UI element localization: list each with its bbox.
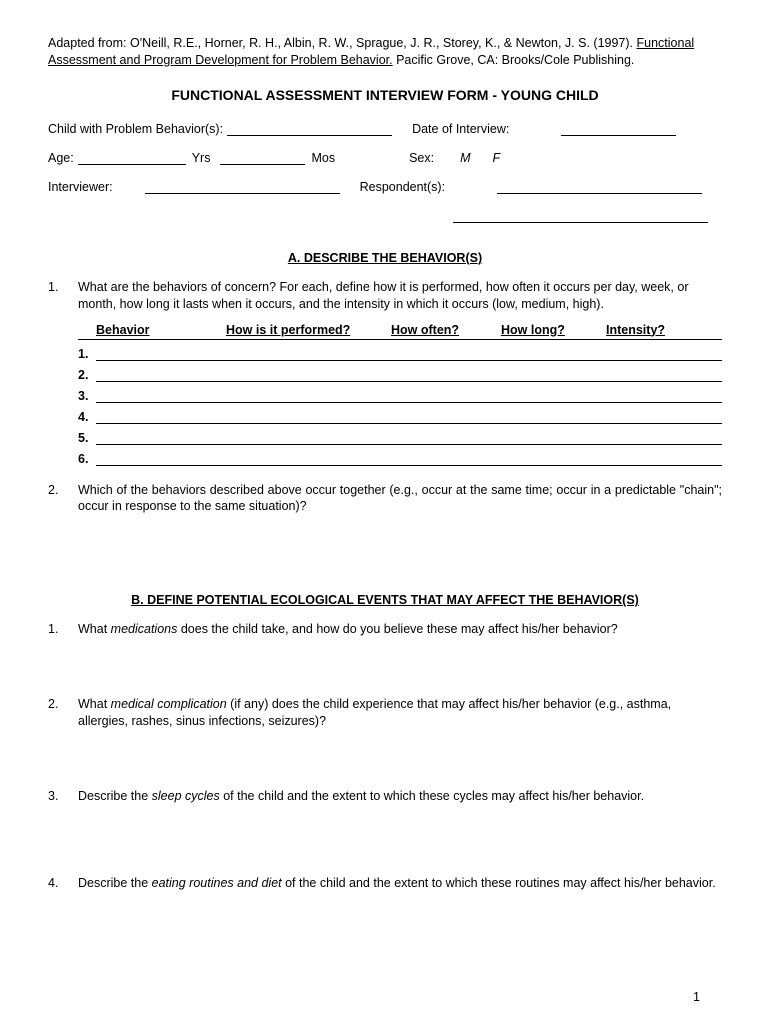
row-interviewer-respondent: Interviewer: Respondent(s): [48, 179, 722, 194]
child-label: Child with Problem Behavior(s): [48, 122, 223, 136]
q-post: of the child and the extent to which the… [220, 789, 644, 803]
q-pre: Describe the [78, 789, 152, 803]
behavior-table: Behavior How is it performed? How often?… [78, 323, 722, 466]
q-num: 2. [48, 696, 78, 730]
q-num: 3. [48, 788, 78, 805]
q-num: 1. [48, 621, 78, 638]
interviewer-input-line[interactable] [145, 179, 340, 194]
q-text: What medications does the child take, an… [78, 621, 722, 638]
section-b-q1: 1. What medications does the child take,… [48, 621, 722, 638]
section-a-q2: 2. Which of the behaviors described abov… [48, 482, 722, 516]
row-input-line[interactable] [96, 409, 722, 424]
table-row: 6. [78, 451, 722, 466]
table-row: 1. [78, 346, 722, 361]
row-input-line[interactable] [96, 346, 722, 361]
section-a-heading: A. DESCRIBE THE BEHAVIOR(S) [48, 251, 722, 265]
q-pre: What [78, 697, 111, 711]
q-pre: Describe the [78, 876, 152, 890]
sex-m-option[interactable]: M [460, 151, 470, 165]
q-text: Describe the eating routines and diet of… [78, 875, 722, 892]
interviewer-label: Interviewer: [48, 180, 113, 194]
row-input-line[interactable] [96, 430, 722, 445]
q-pre: What [78, 622, 111, 636]
row-input-line[interactable] [96, 388, 722, 403]
col-how: How is it performed? [226, 323, 391, 337]
row-num: 6. [78, 452, 96, 466]
section-b-q4: 4. Describe the eating routines and diet… [48, 875, 722, 892]
citation-suffix: Pacific Grove, CA: Brooks/Cole Publishin… [393, 53, 635, 67]
table-row: 3. [78, 388, 722, 403]
row-input-line[interactable] [96, 451, 722, 466]
row-num: 3. [78, 389, 96, 403]
yrs-label: Yrs [192, 151, 211, 165]
respondent-input-line-1[interactable] [497, 179, 702, 194]
table-row: 2. [78, 367, 722, 382]
citation: Adapted from: O'Neill, R.E., Horner, R. … [48, 35, 722, 69]
row-child-date: Child with Problem Behavior(s): Date of … [48, 121, 722, 136]
section-b-heading: B. DEFINE POTENTIAL ECOLOGICAL EVENTS TH… [48, 593, 722, 607]
child-input-line[interactable] [227, 121, 392, 136]
table-row: 4. [78, 409, 722, 424]
sex-f-option[interactable]: F [493, 151, 501, 165]
age-label: Age: [48, 151, 74, 165]
q-post: of the child and the extent to which the… [282, 876, 716, 890]
q-italic: sleep cycles [152, 789, 220, 803]
q-text: Describe the sleep cycles of the child a… [78, 788, 722, 805]
q-num: 1. [48, 279, 78, 313]
row-num: 4. [78, 410, 96, 424]
col-long: How long? [501, 323, 606, 337]
section-a-q1: 1. What are the behaviors of concern? Fo… [48, 279, 722, 313]
q-num: 2. [48, 482, 78, 516]
citation-prefix: Adapted from: O'Neill, R.E., Horner, R. … [48, 36, 637, 50]
col-often: How often? [391, 323, 501, 337]
respondent-label: Respondent(s): [360, 180, 445, 194]
sex-label: Sex: [409, 151, 434, 165]
q-italic: medical complication [111, 697, 227, 711]
col-behavior: Behavior [78, 323, 226, 337]
q-text: What are the behaviors of concern? For e… [78, 279, 722, 313]
q-text: Which of the behaviors described above o… [78, 482, 722, 516]
q-italic: eating routines and diet [152, 876, 282, 890]
section-b-q2: 2. What medical complication (if any) do… [48, 696, 722, 730]
q-num: 4. [48, 875, 78, 892]
page-container: Adapted from: O'Neill, R.E., Horner, R. … [0, 0, 770, 1024]
row-num: 5. [78, 431, 96, 445]
row-input-line[interactable] [96, 367, 722, 382]
row-num: 2. [78, 368, 96, 382]
section-b-q3: 3. Describe the sleep cycles of the chil… [48, 788, 722, 805]
page-number: 1 [693, 990, 700, 1004]
q-text: What medical complication (if any) does … [78, 696, 722, 730]
mos-label: Mos [311, 151, 335, 165]
behavior-table-header: Behavior How is it performed? How often?… [78, 323, 722, 340]
date-input-line[interactable] [561, 121, 676, 136]
age-mos-input-line[interactable] [220, 150, 305, 165]
row-num: 1. [78, 347, 96, 361]
age-yrs-input-line[interactable] [78, 150, 186, 165]
col-intensity: Intensity? [606, 323, 696, 337]
q-post: does the child take, and how do you beli… [177, 622, 617, 636]
form-title: FUNCTIONAL ASSESSMENT INTERVIEW FORM - Y… [48, 87, 722, 103]
row-age-sex: Age: Yrs Mos Sex: M F [48, 150, 722, 165]
respondent-input-line-2[interactable] [453, 208, 708, 223]
date-label: Date of Interview: [412, 122, 509, 136]
table-row: 5. [78, 430, 722, 445]
q-italic: medications [111, 622, 178, 636]
